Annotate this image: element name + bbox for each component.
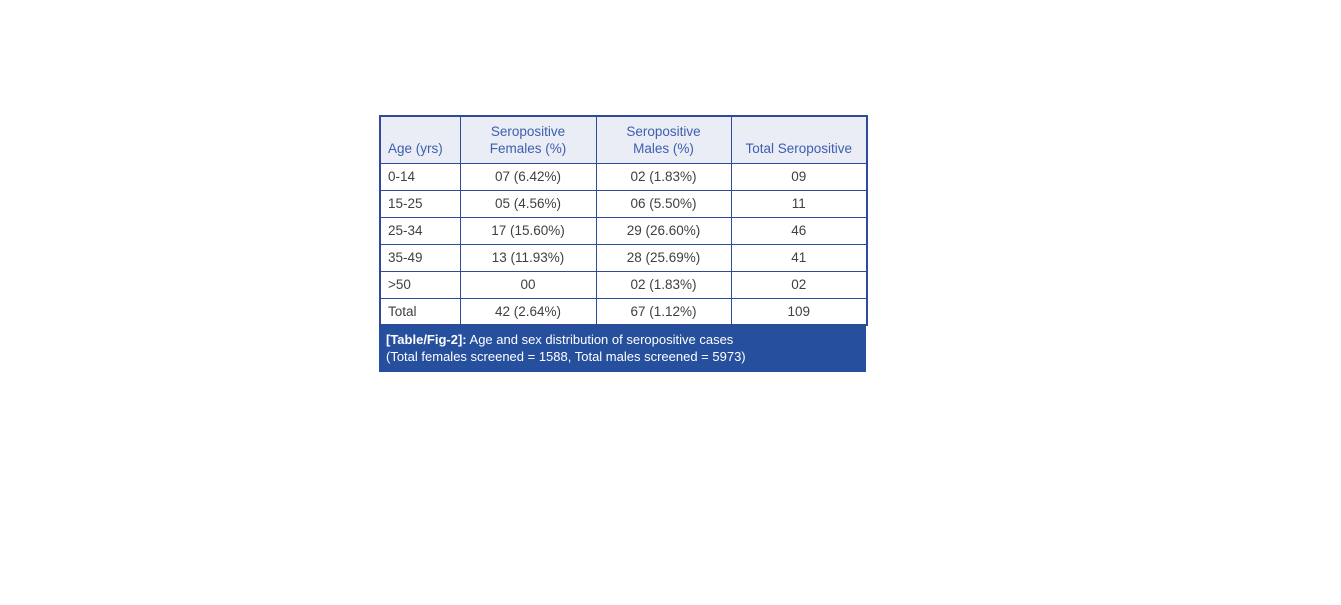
table-row: 25-34 17 (15.60%) 29 (26.60%) 46 <box>379 216 868 245</box>
cell-age: 0-14 <box>379 162 461 191</box>
cell-males: 28 (25.69%) <box>595 243 732 272</box>
cell-females: 00 <box>459 270 597 299</box>
cell-females: 42 (2.64%) <box>459 297 597 326</box>
table-row: 35-49 13 (11.93%) 28 (25.69%) 41 <box>379 243 868 272</box>
table-caption: [Table/Fig-2]: Age and sex distribution … <box>379 326 866 372</box>
cell-total: 09 <box>730 162 868 191</box>
table-caption-label: [Table/Fig-2]: <box>386 332 467 347</box>
column-header-seropositive-females: Seropositive Females (%) <box>459 115 597 164</box>
cell-age: 35-49 <box>379 243 461 272</box>
seropositive-table: Age (yrs) Seropositive Females (%) Serop… <box>379 115 868 326</box>
table-row: 0-14 07 (6.42%) 02 (1.83%) 09 <box>379 162 868 191</box>
cell-age: 25-34 <box>379 216 461 245</box>
table-row: 15-25 05 (4.56%) 06 (5.50%) 11 <box>379 189 868 218</box>
cell-age: Total <box>379 297 461 326</box>
cell-total: 109 <box>730 297 868 326</box>
cell-females: 05 (4.56%) <box>459 189 597 218</box>
column-header-seropositive-males: Seropositive Males (%) <box>595 115 732 164</box>
cell-females: 17 (15.60%) <box>459 216 597 245</box>
cell-females: 07 (6.42%) <box>459 162 597 191</box>
column-header-total-seropositive: Total Seropositive <box>730 115 868 164</box>
cell-females: 13 (11.93%) <box>459 243 597 272</box>
column-header-age: Age (yrs) <box>379 115 461 164</box>
cell-males: 06 (5.50%) <box>595 189 732 218</box>
table-caption-title: Age and sex distribution of seropositive… <box>466 332 734 347</box>
seropositive-table-figure: Age (yrs) Seropositive Females (%) Serop… <box>379 115 868 372</box>
table-row: >50 00 02 (1.83%) 02 <box>379 270 868 299</box>
cell-age: >50 <box>379 270 461 299</box>
cell-total: 41 <box>730 243 868 272</box>
header-row: Age (yrs) Seropositive Females (%) Serop… <box>379 115 868 164</box>
cell-total: 46 <box>730 216 868 245</box>
cell-males: 02 (1.83%) <box>595 162 732 191</box>
cell-males: 67 (1.12%) <box>595 297 732 326</box>
cell-males: 02 (1.83%) <box>595 270 732 299</box>
cell-total: 11 <box>730 189 868 218</box>
table-caption-line1: [Table/Fig-2]: Age and sex distribution … <box>386 332 859 349</box>
cell-males: 29 (26.60%) <box>595 216 732 245</box>
table-caption-note: (Total females screened = 1588, Total ma… <box>386 348 746 364</box>
table-row-total: Total 42 (2.64%) 67 (1.12%) 109 <box>379 297 868 326</box>
cell-total: 02 <box>730 270 868 299</box>
cell-age: 15-25 <box>379 189 461 218</box>
